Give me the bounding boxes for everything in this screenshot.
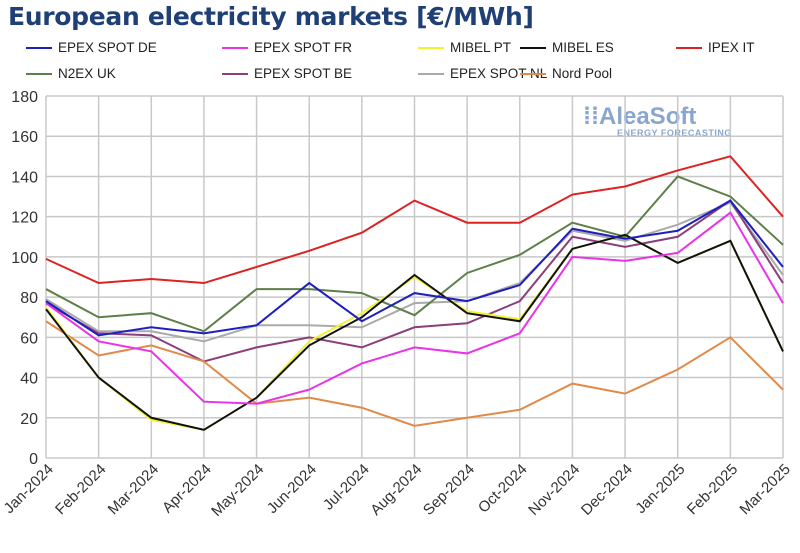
legend-item: IPEX IT	[676, 40, 755, 55]
legend-label: Nord Pool	[552, 66, 613, 81]
legend-swatch	[26, 72, 52, 75]
x-tick-label: May-2024	[208, 461, 267, 520]
x-tick-label: Jun-2024	[264, 461, 320, 517]
x-tick-label: Jan-2024	[1, 461, 57, 517]
legend-swatch	[676, 46, 702, 49]
legend-label: MIBEL PT	[450, 40, 512, 55]
series-line-mibel-es	[45, 233, 784, 431]
y-tick-label: 60	[20, 330, 38, 347]
y-tick-label: 20	[20, 411, 38, 428]
series-line-nord-pool	[45, 320, 784, 427]
x-tick-label: Aug-2024	[367, 461, 425, 519]
x-tick-label: Sep-2024	[420, 461, 478, 519]
y-tick-label: 140	[11, 169, 38, 186]
legend-item: EPEX SPOT BE	[222, 66, 352, 81]
x-tick-label: Feb-2025	[684, 461, 741, 518]
series-line-epex-spot-de	[45, 199, 784, 337]
x-tick-label: Mar-2025	[736, 461, 793, 518]
aleasoft-logo: ⁞⁞AleaSoft ENERGY FORECASTING	[583, 103, 732, 138]
series-line-n2ex-uk	[45, 175, 784, 333]
y-tick-label: 0	[29, 451, 38, 468]
legend-swatch	[520, 72, 546, 75]
y-tick-label: 180	[11, 89, 38, 106]
series-line-ipex-it	[45, 155, 784, 285]
legend-item: EPEX SPOT FR	[222, 40, 352, 55]
y-tick-label: 80	[20, 290, 38, 307]
series-line-epex-spot-fr	[45, 211, 784, 405]
x-tick-label: Mar-2024	[105, 461, 162, 518]
legend-item: MIBEL ES	[520, 40, 614, 55]
legend-label: EPEX SPOT FR	[254, 40, 353, 55]
legend-swatch	[222, 46, 248, 49]
x-tick-label: Dec-2024	[578, 461, 636, 519]
legend-label: EPEX SPOT NL	[450, 66, 548, 81]
y-tick-label: 100	[11, 250, 38, 267]
y-tick-label: 120	[11, 210, 38, 227]
legend-label: IPEX IT	[708, 40, 755, 55]
legend-swatch	[520, 46, 546, 49]
chart-title: European electricity markets [€/MWh]	[8, 2, 534, 31]
series-line-epex-spot-nl	[45, 201, 784, 343]
x-tick-label: Jan-2025	[632, 461, 688, 517]
legend-item: EPEX SPOT NL	[418, 66, 547, 81]
y-tick-label: 40	[20, 371, 38, 388]
legend-label: MIBEL ES	[552, 40, 614, 55]
y-tick-label: 160	[11, 129, 38, 146]
legend-item: Nord Pool	[520, 66, 612, 81]
x-tick-label: Oct-2024	[475, 461, 531, 517]
legend-swatch	[222, 72, 248, 75]
series-line-epex-spot-be	[45, 199, 784, 363]
legend-swatch	[418, 46, 444, 49]
legend-label: EPEX SPOT DE	[58, 40, 157, 55]
legend-item: N2EX UK	[26, 66, 116, 81]
x-tick-label: Jul-2024	[320, 461, 373, 514]
x-tick-label: Apr-2024	[159, 461, 215, 517]
legend-swatch	[418, 72, 444, 75]
legend-label: N2EX UK	[58, 66, 116, 81]
x-tick-label: Feb-2024	[52, 461, 109, 518]
legend-item: MIBEL PT	[418, 40, 511, 55]
x-tick-label: Nov-2024	[525, 461, 583, 519]
legend-item: EPEX SPOT DE	[26, 40, 157, 55]
legend-swatch	[26, 46, 52, 49]
legend-label: EPEX SPOT BE	[254, 66, 353, 81]
